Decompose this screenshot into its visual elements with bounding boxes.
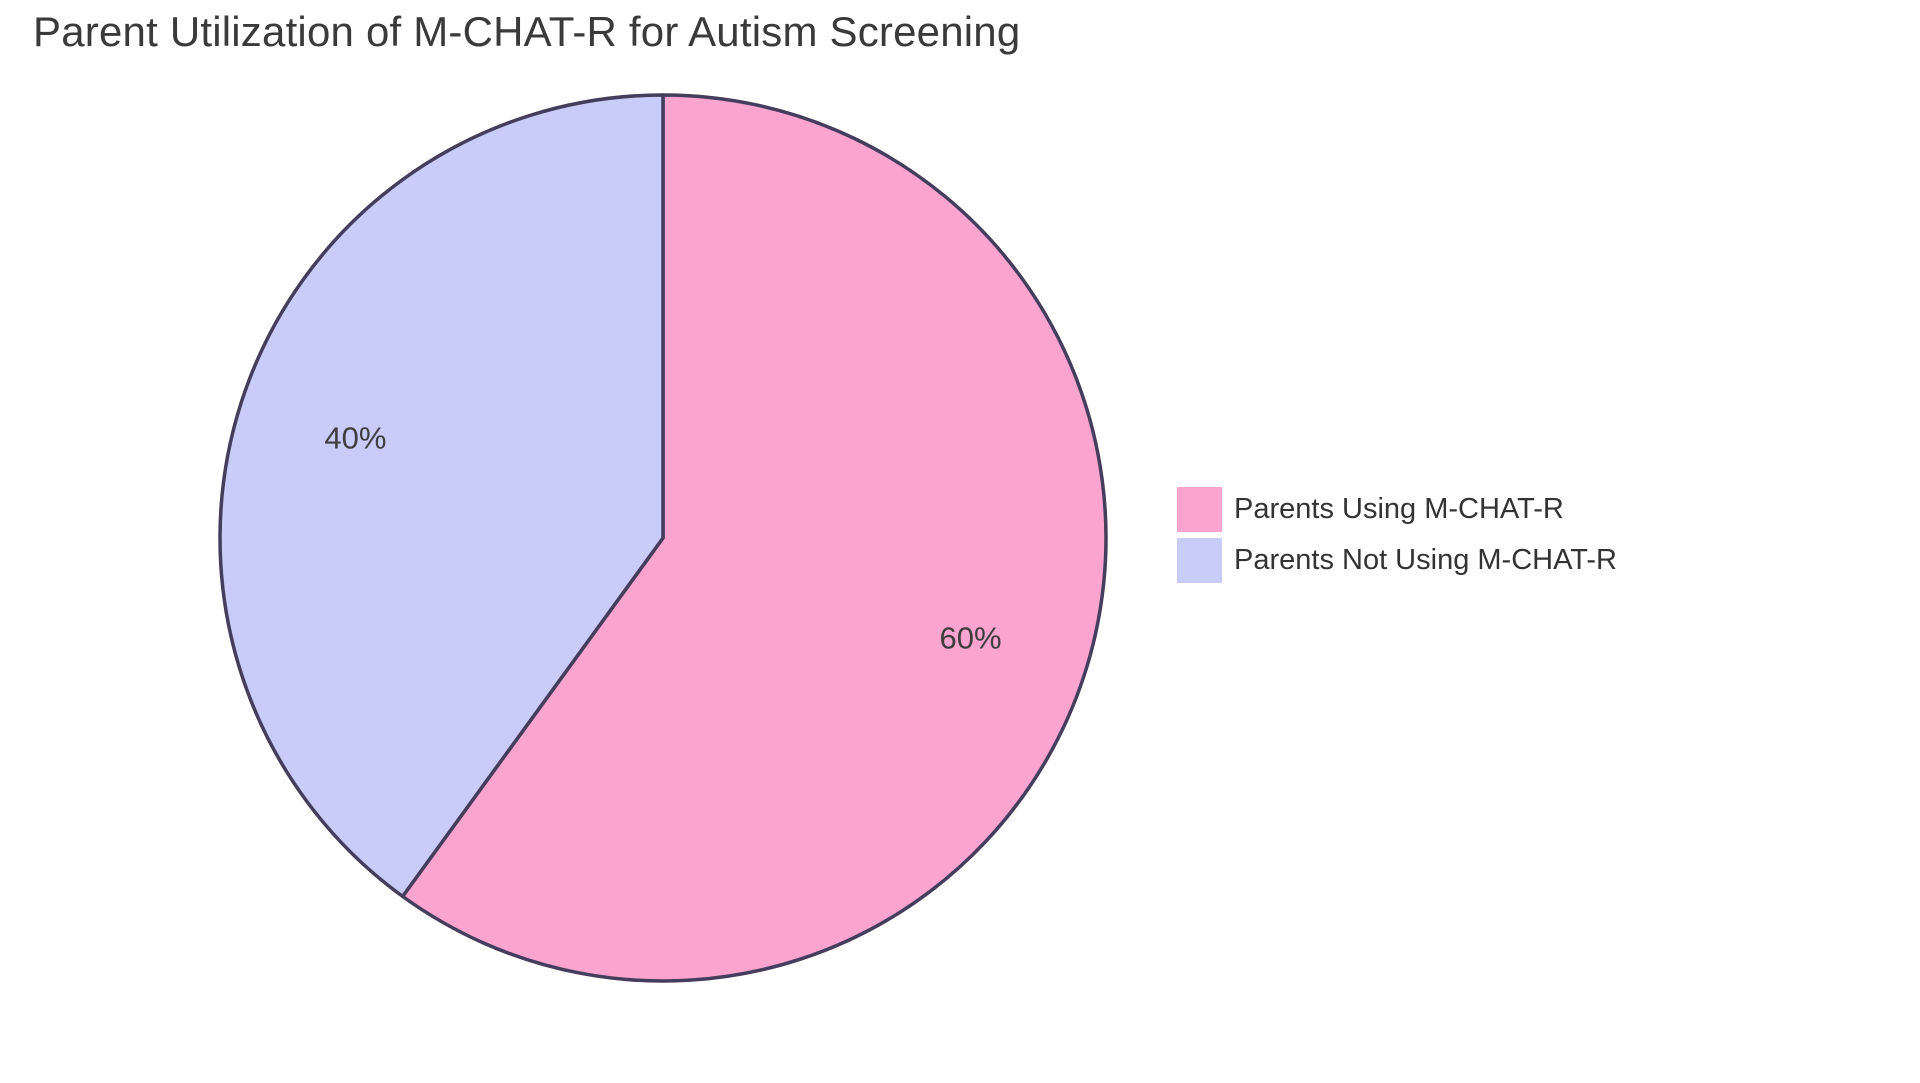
pie-slice-percent-label-1: 40% <box>324 421 386 456</box>
legend-item-parents-using: Parents Using M-CHAT-R <box>1177 487 1617 532</box>
legend: Parents Using M-CHAT-R Parents Not Using… <box>1177 487 1617 589</box>
legend-label-parents-using: Parents Using M-CHAT-R <box>1234 493 1564 525</box>
pie-slice-1 <box>218 93 665 899</box>
chart-title: Parent Utilization of M-CHAT-R for Autis… <box>33 8 1021 55</box>
legend-swatch-parents-not-using <box>1177 538 1222 583</box>
legend-label-parents-not-using: Parents Not Using M-CHAT-R <box>1234 544 1617 576</box>
pie-slice-0 <box>400 93 1108 983</box>
legend-swatch-parents-using <box>1177 487 1222 532</box>
pie-slice-percent-label-0: 60% <box>940 620 1002 655</box>
legend-item-parents-not-using: Parents Not Using M-CHAT-R <box>1177 538 1617 583</box>
